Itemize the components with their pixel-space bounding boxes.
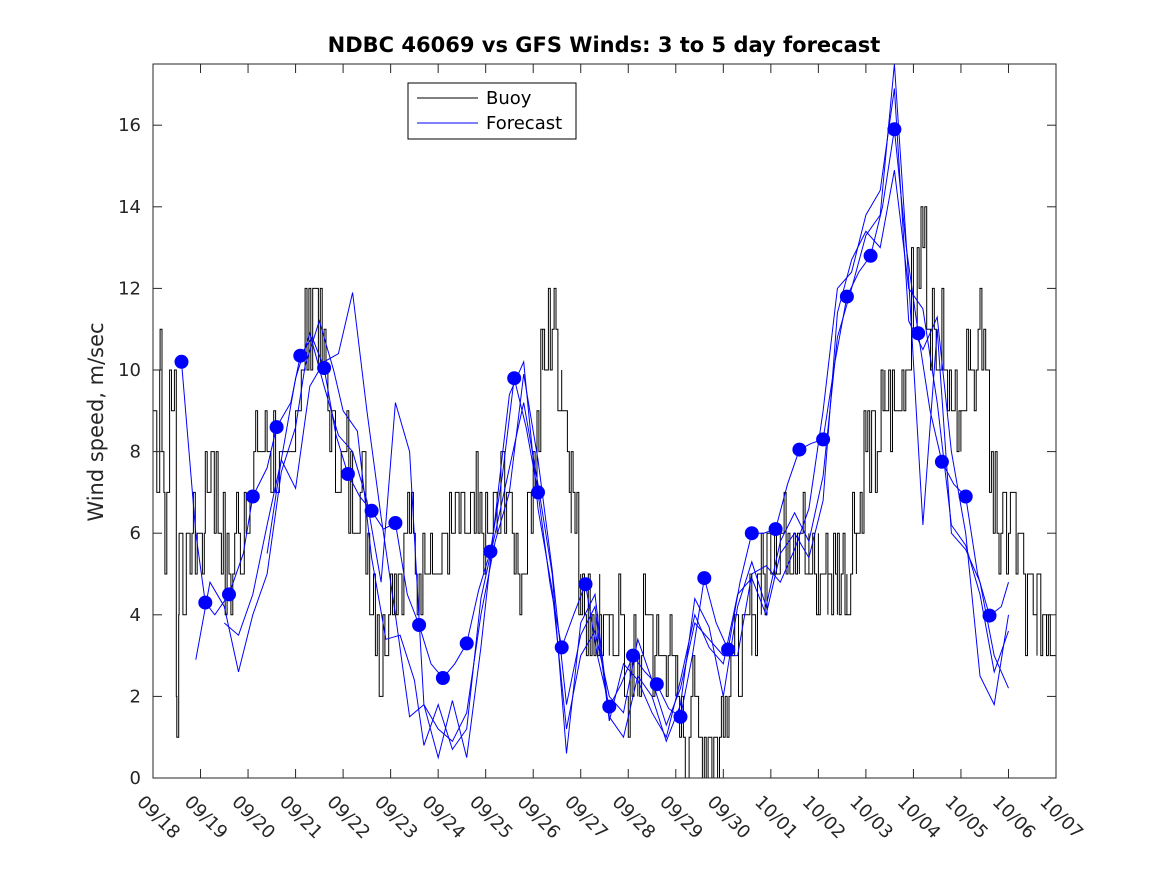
forecast-marker [626, 648, 640, 663]
forecast-marker [673, 709, 688, 724]
y-tick-label: 6 [130, 523, 141, 544]
forecast-marker [721, 642, 736, 657]
forecast-marker [174, 354, 189, 369]
forecast-marker [768, 522, 783, 537]
y-tick-label: 12 [118, 278, 141, 299]
y-tick-label: 4 [130, 605, 141, 626]
y-tick-label: 8 [130, 442, 141, 463]
forecast-marker [459, 636, 474, 651]
chart-title: NDBC 46069 vs GFS Winds: 3 to 5 day fore… [328, 33, 881, 57]
forecast-marker [602, 699, 617, 714]
forecast-run-line-2 [195, 64, 1009, 754]
forecast-marker [792, 442, 807, 457]
y-tick-label: 14 [118, 197, 141, 218]
forecast-marker [578, 577, 593, 592]
forecast-marker [198, 595, 213, 610]
y-tick-label: 0 [130, 768, 141, 789]
forecast-marker [982, 608, 997, 623]
forecast-marker [435, 671, 450, 685]
forecast-marker [245, 489, 260, 504]
forecast-marker [269, 420, 284, 435]
forecast-marker [958, 489, 973, 504]
forecast-marker [554, 640, 569, 655]
plot-frame [152, 63, 1057, 779]
forecast-marker [697, 571, 712, 586]
forecast-marker [863, 248, 878, 263]
legend-label-forecast: Forecast [486, 113, 562, 134]
y-tick-label: 2 [130, 686, 141, 707]
y-tick-label: 10 [118, 360, 141, 381]
forecast-marker [293, 348, 308, 363]
forecast-marker [887, 122, 902, 137]
forecast-marker [531, 485, 545, 500]
forecast-marker [934, 454, 949, 469]
forecast-run-line-1 [181, 129, 1009, 718]
forecast-marker [507, 371, 522, 386]
forecast-marker [744, 526, 759, 541]
y-axis-label: Wind speed, m/sec [84, 322, 108, 521]
forecast-run-line-4 [266, 88, 1009, 760]
forecast-marker [816, 432, 831, 447]
forecast-marker [340, 467, 355, 481]
forecast-marker [839, 289, 854, 304]
legend: Buoy Forecast [407, 82, 577, 140]
y-tick-label: 16 [118, 115, 141, 136]
forecast-marker [317, 361, 332, 375]
legend-label-buoy: Buoy [486, 88, 532, 109]
forecast-marker [388, 516, 403, 530]
buoy-series-line [153, 206, 1056, 778]
legend-box [407, 82, 577, 140]
forecast-marker [412, 618, 427, 632]
forecast-marker [911, 326, 926, 341]
forecast-marker [483, 544, 498, 559]
forecast-marker [364, 503, 379, 518]
forecast-marker [222, 587, 236, 602]
forecast-run-line-3 [223, 170, 1009, 743]
forecast-marker [649, 677, 664, 692]
